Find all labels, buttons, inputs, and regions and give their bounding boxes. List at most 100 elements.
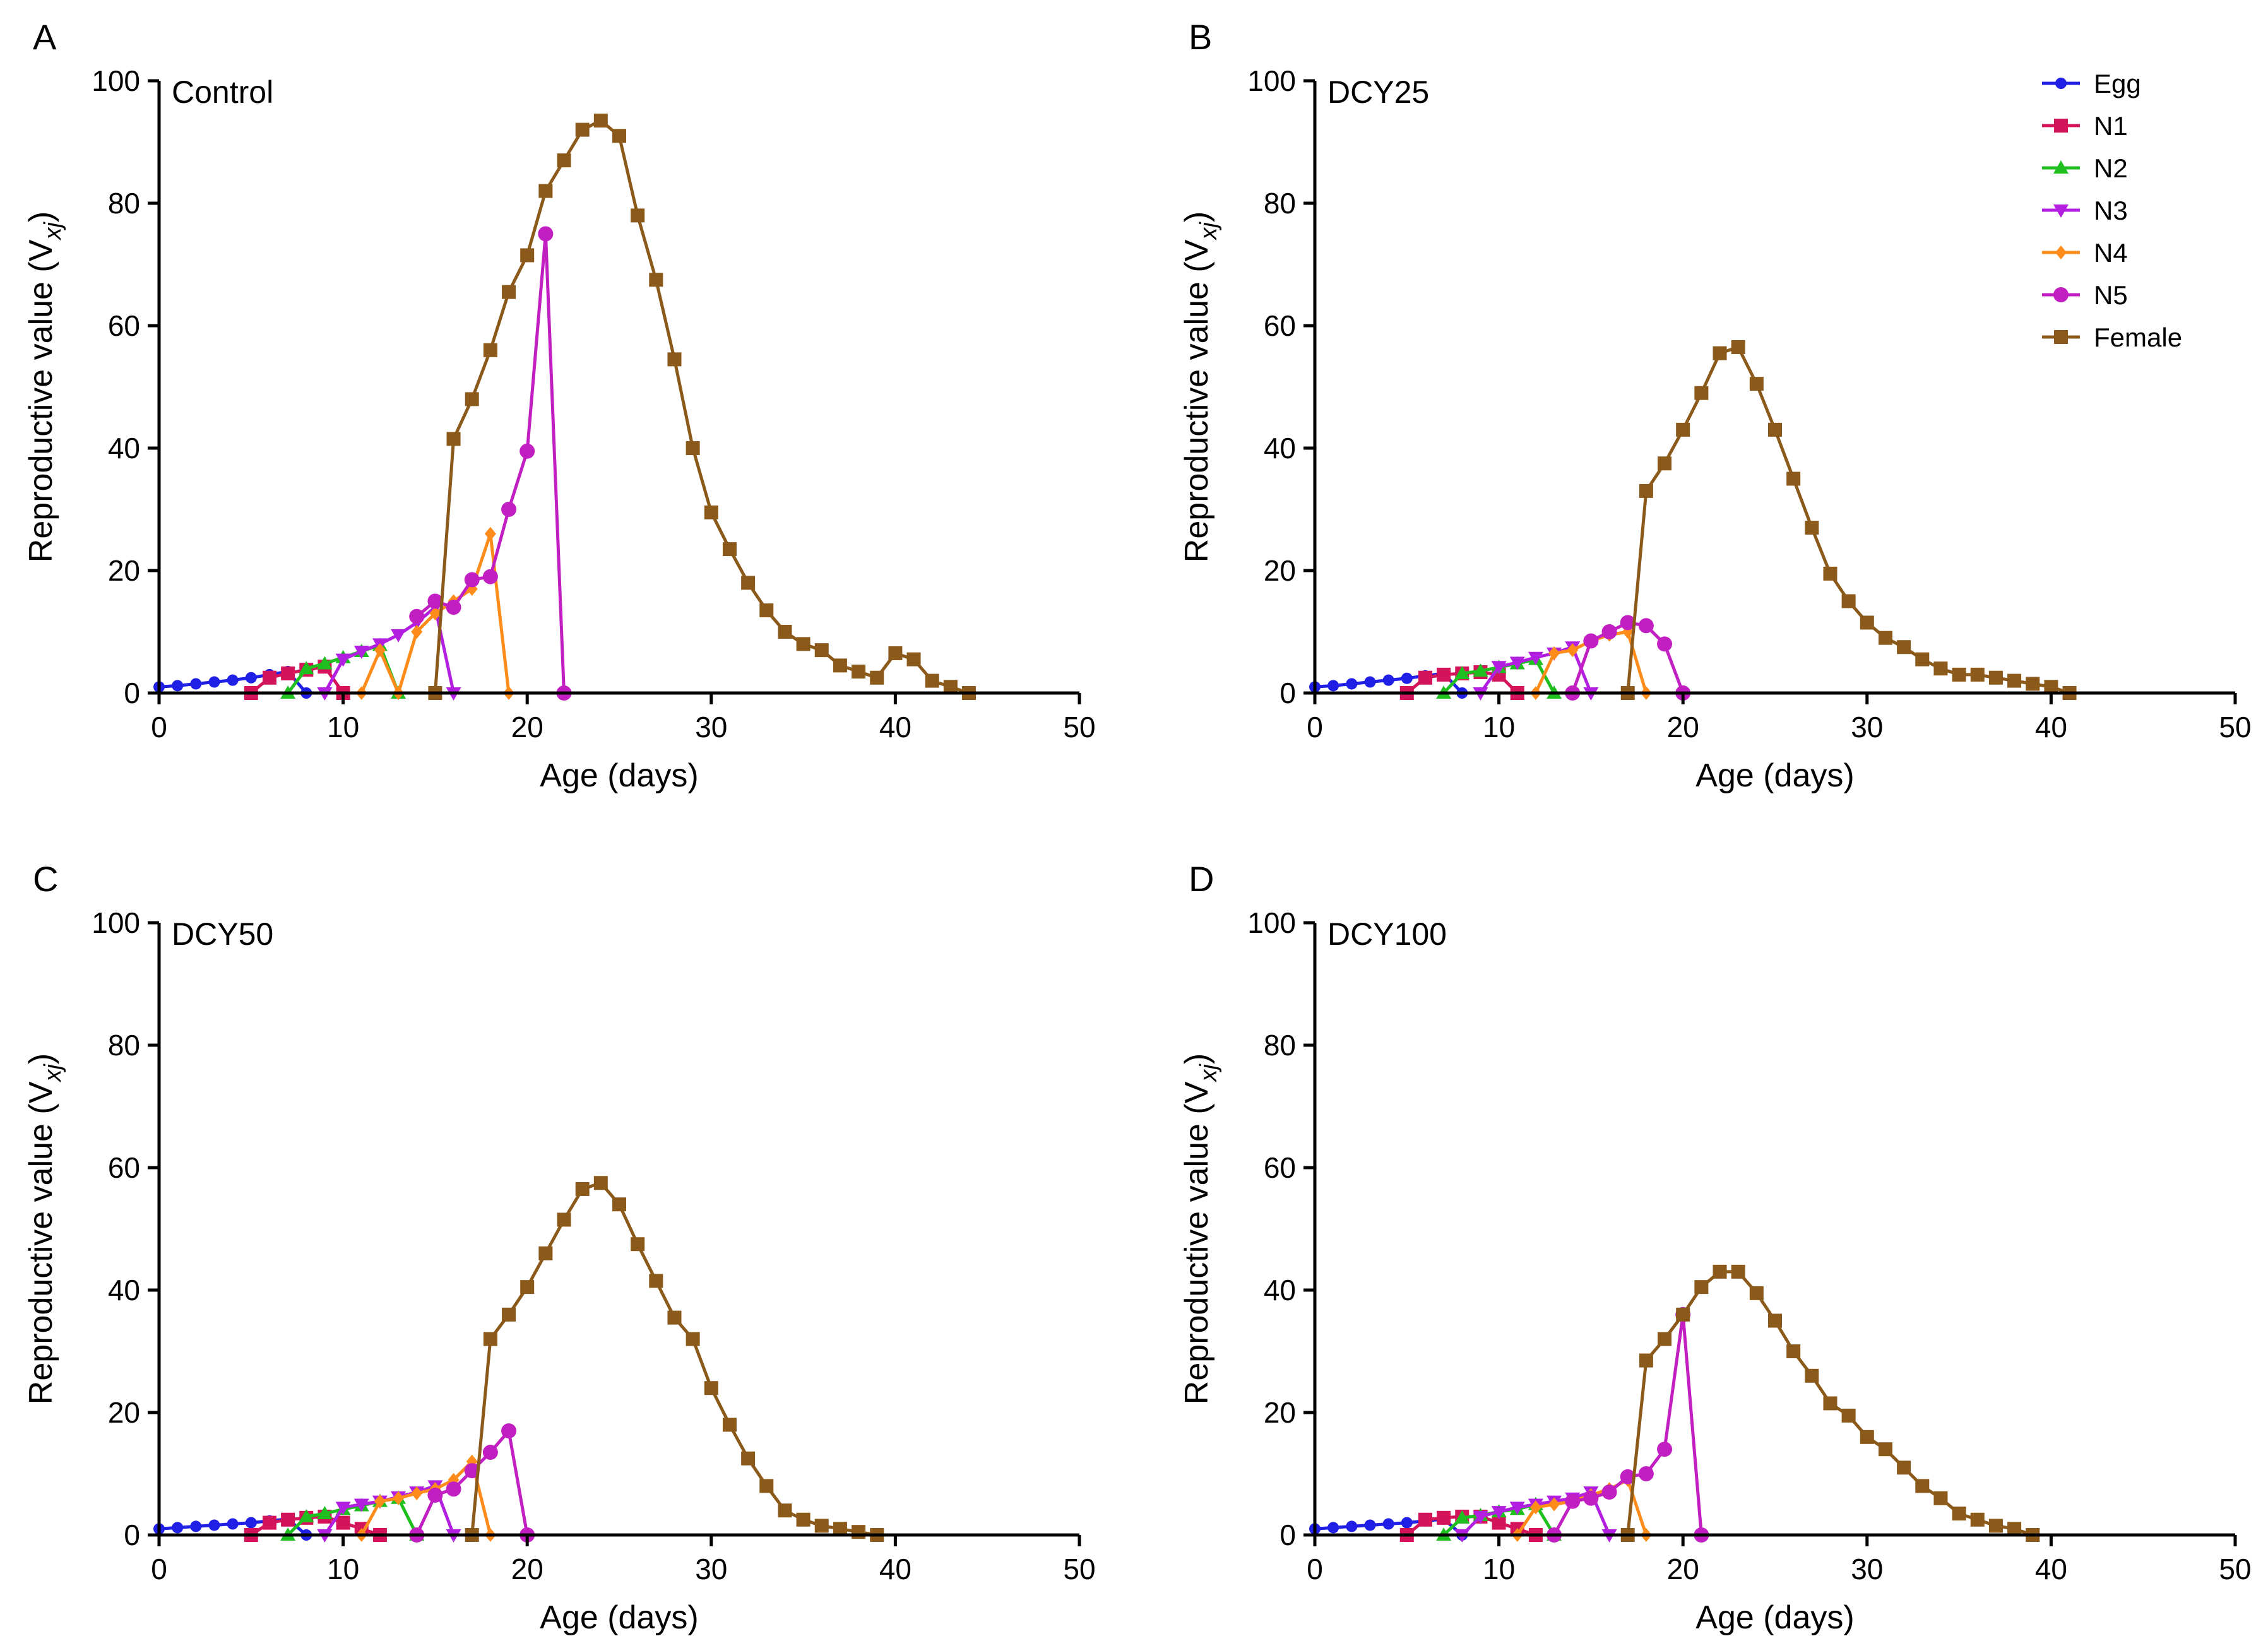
data-point-female <box>852 665 866 679</box>
x-axis-title: Age (days) <box>540 1599 698 1636</box>
series-n5 <box>1565 615 1691 701</box>
legend-label: N4 <box>2094 238 2128 268</box>
data-point-female <box>1952 667 1966 682</box>
data-point-female <box>833 658 847 673</box>
data-point-n5 <box>520 443 535 459</box>
y-axis-title: Reproductive value (Vxj) <box>23 211 66 562</box>
data-point-egg <box>1327 1522 1339 1534</box>
data-point-female <box>465 392 479 406</box>
data-point-n4 <box>1548 1497 1560 1512</box>
data-point-female <box>1639 483 1653 498</box>
data-point-female <box>575 1182 590 1196</box>
data-point-egg <box>172 680 184 692</box>
data-point-female <box>796 637 810 651</box>
data-point-female <box>704 1381 718 1395</box>
data-point-n2 <box>299 661 314 675</box>
y-tick-label: 40 <box>108 1274 140 1306</box>
data-point-egg <box>1382 1518 1394 1530</box>
series-line-female <box>1626 345 2070 695</box>
y-tick-label: 40 <box>1264 432 1296 465</box>
data-point-female <box>1860 1430 1874 1444</box>
data-point-n5 <box>1583 1490 1599 1506</box>
data-point-female <box>1915 652 1930 666</box>
data-point-egg <box>1346 678 1358 690</box>
data-point-female <box>575 122 590 137</box>
series-n5 <box>409 1423 535 1543</box>
x-tick-label: 10 <box>1483 711 1515 743</box>
x-tick-label: 0 <box>151 711 167 743</box>
data-point-n3 <box>1509 1502 1525 1515</box>
y-tick-label: 0 <box>1279 677 1296 709</box>
x-tick-label: 20 <box>511 711 543 743</box>
data-point-female <box>1658 1332 1672 1346</box>
data-point-female <box>1841 1408 1856 1423</box>
data-point-n5 <box>1638 618 1654 634</box>
data-point-female <box>1970 667 1985 682</box>
data-point-female <box>649 273 663 287</box>
x-tick-label: 40 <box>879 1553 911 1585</box>
y-tick-label: 0 <box>124 677 140 709</box>
data-point-n5 <box>1620 1469 1636 1484</box>
data-point-n2 <box>299 1508 314 1522</box>
series-female <box>465 1176 884 1542</box>
legend-marker-egg <box>2055 78 2067 89</box>
legend-entry-n1: N1 <box>2042 111 2128 141</box>
data-point-n1 <box>1418 670 1432 685</box>
data-point-female <box>1823 1396 1838 1411</box>
x-tick-label: 40 <box>2035 711 2067 743</box>
x-tick-label: 10 <box>327 711 359 743</box>
y-tick-label: 20 <box>108 1396 140 1429</box>
panel-letter: D <box>1189 859 1214 899</box>
x-tick-label: 0 <box>1307 1553 1323 1585</box>
data-point-female <box>925 673 939 688</box>
legend-entry-n4: N4 <box>2042 238 2128 268</box>
data-point-female <box>557 1212 571 1227</box>
data-point-n2 <box>1454 665 1470 679</box>
data-point-female <box>631 208 645 223</box>
series-n5 <box>1547 1306 1709 1543</box>
panel-title: DCY25 <box>1327 74 1429 110</box>
data-point-female <box>1768 422 1782 437</box>
data-point-n5 <box>464 1463 480 1479</box>
y-axis-title-end: ) <box>1179 1053 1215 1064</box>
data-point-female <box>593 1176 608 1190</box>
y-tick-label: 80 <box>1264 187 1296 220</box>
data-point-female <box>1694 386 1709 400</box>
series-n5 <box>409 226 572 701</box>
data-point-egg <box>1364 1519 1376 1531</box>
y-axis-title-subscript: xj <box>1196 1063 1222 1083</box>
x-tick-label: 30 <box>695 1553 727 1585</box>
data-point-n3 <box>1491 1506 1507 1520</box>
data-point-n4 <box>374 643 386 658</box>
data-point-female <box>1841 594 1856 608</box>
y-tick-label: 100 <box>92 906 140 939</box>
data-point-female <box>722 1418 737 1432</box>
data-point-egg <box>190 678 202 690</box>
data-point-female <box>502 285 516 299</box>
data-point-n4 <box>1548 646 1560 660</box>
data-point-female <box>1897 1460 1911 1475</box>
data-point-female <box>906 652 921 666</box>
data-point-female <box>667 352 682 367</box>
y-axis-title: Reproductive value (Vxj) <box>1179 211 1222 562</box>
panel-d: D DCY100 0 10 20 30 40 50 0 20 40 60 80 100 Age (days)… <box>1179 859 2252 1636</box>
data-point-female <box>1988 670 2003 685</box>
data-point-female <box>1713 346 1727 360</box>
data-point-female <box>1878 1442 1892 1457</box>
legend-marker-n2 <box>2053 160 2069 174</box>
data-point-female <box>686 1332 700 1346</box>
y-tick-label: 20 <box>1264 554 1296 587</box>
y-axis-title-subscript: xj <box>40 1063 66 1083</box>
data-point-female <box>722 542 737 557</box>
y-tick-label: 60 <box>108 309 140 342</box>
data-point-female <box>943 680 958 694</box>
data-point-female <box>1768 1313 1782 1328</box>
data-point-egg <box>245 1517 257 1529</box>
data-point-n5 <box>1601 1484 1617 1500</box>
data-point-female <box>704 505 718 519</box>
data-point-egg <box>190 1520 202 1532</box>
data-point-female <box>1713 1264 1727 1279</box>
data-point-n2 <box>317 656 333 670</box>
data-point-n3 <box>1528 651 1543 665</box>
